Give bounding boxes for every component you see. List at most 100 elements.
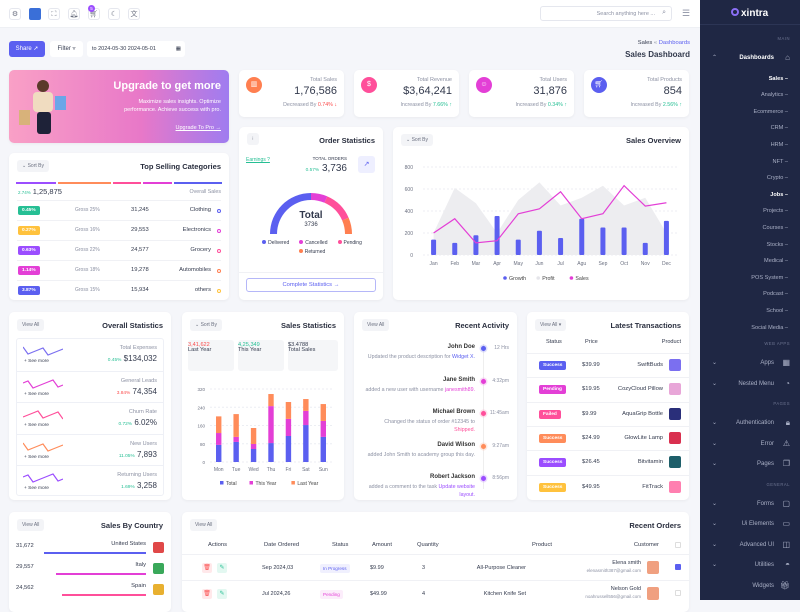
bell-icon[interactable]: 🔔︎ [68, 8, 80, 20]
card-title: Overall Statistics [102, 321, 163, 330]
sidebar-subitem-courses[interactable]: Courses – [762, 224, 788, 231]
breadcrumb-link[interactable]: Dashboards [658, 40, 690, 46]
fullscreen-icon[interactable]: ⛶ [48, 8, 60, 20]
see-more-link[interactable]: + See more [24, 486, 49, 492]
sidebar-item-nested-menu[interactable]: ⌄ Nested Menu ◔ [712, 378, 790, 388]
sidebar-item-ui-elements[interactable]: ⌄ Ui Elements ▭ [712, 519, 790, 529]
sidebar-section-heading: PAGES [773, 401, 790, 407]
sidebar-subitem-podcast[interactable]: Podcast – [763, 291, 788, 298]
view-all-button[interactable]: View All [362, 319, 390, 331]
growth-bar [515, 239, 521, 255]
arrow-down-icon: ↓ [332, 102, 337, 108]
sidebar-subitem-school[interactable]: School – [766, 307, 788, 314]
statistic-trend: 1.69% [121, 485, 135, 491]
sidebar-item-authentication[interactable]: ⌄ Authentication 🔒︎ [712, 418, 790, 428]
sidebar-item-error[interactable]: ⌄ Error ⚠︎ [712, 438, 790, 448]
transaction-row[interactable]: Failed $9.99 AquaGrip Bottle [527, 401, 689, 426]
activity-time: 8:56pm [492, 475, 509, 481]
select-all-checkbox[interactable] [675, 542, 681, 548]
sidebar-subitem-projects[interactable]: Projects – [763, 208, 788, 215]
legend-item: Pending [336, 240, 362, 246]
sidebar-subitem-crypto[interactable]: Crypto – [766, 175, 788, 182]
transaction-row[interactable]: Success $24.99 GlowLite Lamp [527, 425, 689, 450]
row-checkbox[interactable] [675, 564, 681, 570]
more-button[interactable]: ⁝ [247, 133, 259, 145]
activity-link[interactable]: Shipped. [454, 427, 475, 433]
order-product: Kitchen Knife Set [483, 591, 526, 597]
see-more-link[interactable]: + See more [24, 454, 49, 460]
gross-percent: Gross 25% [75, 207, 100, 213]
see-more-link[interactable]: + See more [24, 359, 49, 364]
language-icon[interactable]: 文 [128, 8, 140, 20]
growth-bar [452, 242, 458, 255]
filter-button[interactable]: Filter ▿ [50, 41, 83, 57]
view-all-button[interactable]: View All [17, 319, 45, 331]
stacked-bar-segment [250, 443, 257, 449]
date-range-input[interactable]: to 2024-05-30 2024-05-01 ▦ [87, 41, 185, 57]
sidebar-subitem-ecommerce[interactable]: Ecommerce – [753, 108, 788, 115]
sidebar-item-forms[interactable]: ⌄ Forms ▢ [712, 498, 790, 508]
country-name: United States [111, 541, 146, 547]
sidebar-subitem-sales[interactable]: Sales – [768, 75, 788, 82]
transaction-row[interactable]: Success $39.99 SwiftBuds [527, 353, 689, 377]
summary-box: Total Sales $3.4788 [288, 340, 338, 371]
search-input[interactable]: Search anything here ... ⌕ [540, 6, 672, 21]
logo[interactable]: xintra [731, 8, 768, 19]
order-donut [270, 193, 352, 234]
activity-user: John Doe [447, 344, 475, 350]
edit-icon[interactable]: ✎ [217, 563, 227, 573]
activity-item: Jane Smith 4:32pm added a new user with us… [354, 377, 517, 409]
sidebar-item-dashboards[interactable]: ⌃ Dashboards ⌂ [712, 53, 790, 62]
sidebar-subitem-analytics[interactable]: Analytics – [760, 92, 788, 99]
sort-by-button[interactable]: ⌄ Sort By [190, 319, 222, 331]
sidebar-subitem-jobs[interactable]: Jobs – [770, 191, 788, 198]
share-button[interactable]: Share ➚ [9, 41, 45, 57]
see-more-link[interactable]: + See more [24, 423, 49, 429]
sidebar-item-advanced-ui[interactable]: ⌄ Advanced UI ◫ [712, 539, 790, 549]
transaction-row[interactable]: Pending $19.95 CozyCloud Pillow [527, 377, 689, 401]
view-all-button[interactable]: View All [17, 519, 45, 531]
sidebar-subitem-social-media[interactable]: Social Media – [751, 324, 788, 331]
delete-icon[interactable]: 🗑︎ [202, 589, 212, 599]
settings-icon[interactable]: ⚙ [9, 8, 21, 20]
y-tick-label: 80 [200, 442, 206, 447]
activity-link[interactable]: Widget X. [452, 354, 475, 360]
sort-by-button[interactable]: ⌄ Sort By [17, 160, 49, 172]
sidebar-item-apps[interactable]: ⌄ Apps ▦ [712, 358, 790, 368]
sidebar-subitem-pos-system[interactable]: POS System – [751, 274, 788, 281]
moon-icon[interactable]: ☾ [108, 8, 120, 20]
activity-link[interactable]: janesmith89. [444, 386, 475, 393]
row-checkbox[interactable] [675, 590, 681, 596]
activity-text: Changed the status of order #12345 to Sh… [384, 419, 475, 433]
complete-statistics-button[interactable]: Complete Statistics → [246, 278, 376, 292]
sidebar-subitem-medical[interactable]: Medical – [764, 258, 788, 265]
x-tick-label: Oct [620, 261, 628, 267]
sidebar-subitem-stocks[interactable]: Stocks – [766, 241, 788, 248]
sidebar-item-pages[interactable]: ⌄ Pages ❐ [712, 459, 790, 469]
sidebar-subitem-crm[interactable]: CRM – [770, 125, 788, 132]
stat-value: 1,76,586 [294, 85, 337, 97]
sidebar-subitem-hrm[interactable]: HRM – [770, 141, 788, 148]
view-all-button[interactable]: View All [190, 519, 218, 531]
x-tick-label: Sun [319, 467, 328, 473]
see-more-link[interactable]: + See more [24, 391, 49, 397]
activity-link[interactable]: Update website layout. [438, 484, 475, 498]
transaction-row[interactable]: Success $26.45 Bitvitamin [527, 450, 689, 474]
earnings-link[interactable]: Earnings ? [246, 157, 270, 163]
stat-card: ☺ Total Users 31,876 Increased By 0.34% ↑ [469, 70, 574, 117]
delete-icon[interactable]: 🗑︎ [202, 563, 212, 573]
sort-by-button[interactable]: ⌄ Sort By [401, 134, 433, 146]
edit-icon[interactable]: ✎ [217, 589, 227, 599]
sidebar-subitem-nft[interactable]: NFT – [772, 158, 788, 165]
stacked-bar-segment [233, 414, 239, 437]
chevron-down-icon: ⌄ [712, 360, 718, 367]
status-badge: Success [539, 482, 567, 492]
upgrade-link[interactable]: Upgrade To Pro → [175, 125, 221, 131]
avatar[interactable] [29, 8, 41, 20]
sidebar-item-widgets[interactable]: Widgets 🎁︎ [752, 580, 790, 590]
menu-toggle-icon[interactable]: ☰ [682, 8, 691, 18]
flag-icon [153, 563, 164, 574]
view-all-button[interactable]: View All ▾ [535, 319, 567, 331]
transaction-row[interactable]: Success $49.95 FitTrack [527, 474, 689, 499]
sidebar-item-utilities[interactable]: ⌄ Utilities ◓ [712, 560, 790, 570]
